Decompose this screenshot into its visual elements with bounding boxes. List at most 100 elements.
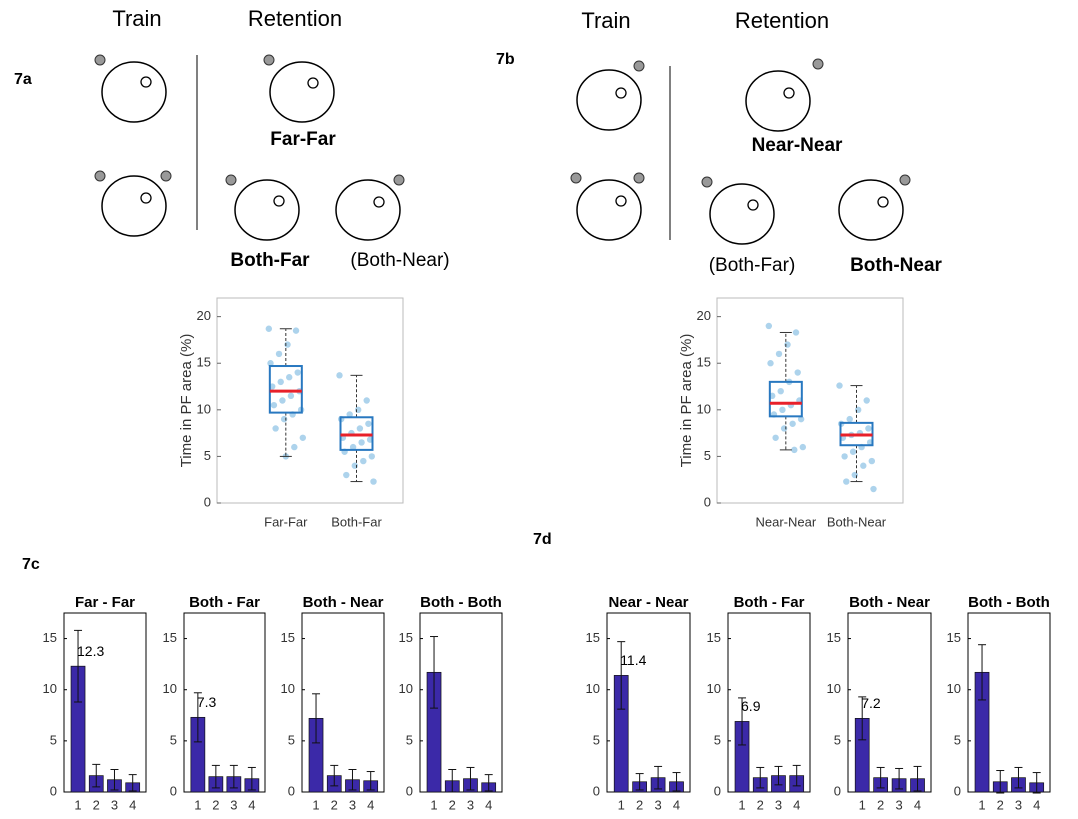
plot-frame — [183, 612, 266, 793]
platform — [273, 195, 285, 207]
data-point — [277, 378, 284, 386]
arena — [745, 70, 811, 132]
y-tick-label: 10 — [197, 401, 211, 416]
y-tick-label: 15 — [827, 630, 841, 645]
plot-frame — [301, 612, 385, 793]
panel-label: 7b — [496, 51, 515, 68]
y-tick-label: 0 — [714, 783, 721, 798]
data-point — [767, 360, 774, 367]
y-tick-label: 10 — [827, 681, 841, 696]
data-point — [351, 462, 358, 469]
chart-title: Both - Near — [303, 594, 384, 611]
schematic: Train Retention Far-Far Both-Far (Both-N… — [94, 6, 450, 271]
y-tick-label: 5 — [406, 732, 413, 747]
y-tick-label: 10 — [586, 681, 600, 696]
panel-label: 7a — [14, 71, 32, 88]
data-point — [280, 415, 288, 423]
x-tick-label: 3 — [654, 797, 661, 812]
y-tick-label: 0 — [406, 783, 413, 798]
data-point — [270, 401, 278, 409]
y-tick-label: 5 — [170, 732, 177, 747]
data-point — [275, 350, 283, 358]
chart-title: Both - Far — [189, 594, 260, 611]
cue — [94, 170, 106, 182]
platform — [747, 199, 759, 211]
retention-label: Retention — [248, 6, 342, 31]
condition-label: (Both-Far) — [709, 255, 796, 276]
x-tick-label: 4 — [485, 797, 492, 812]
data-point — [355, 406, 362, 414]
data-point — [356, 425, 364, 432]
panel-label: 7d — [533, 531, 552, 548]
data-point — [846, 415, 853, 423]
data-point — [779, 406, 786, 414]
x-tick-label: 4 — [129, 797, 136, 812]
box — [768, 380, 803, 418]
condition-label: Far-Far — [270, 129, 336, 150]
data-point — [777, 387, 784, 395]
y-tick-label: 5 — [834, 732, 841, 747]
x-tick-label: 2 — [877, 797, 884, 812]
plot-frame — [216, 297, 404, 504]
x-tick-label: 2 — [331, 797, 338, 812]
data-point — [279, 397, 286, 404]
y-tick-label: 15 — [947, 630, 961, 645]
data-point — [865, 425, 872, 432]
data-point — [799, 443, 807, 451]
y-tick-label: 15 — [697, 355, 711, 370]
data-point — [360, 457, 367, 465]
data-point — [294, 369, 301, 376]
data-point — [870, 485, 877, 493]
cue — [633, 60, 645, 72]
platform — [615, 195, 627, 207]
x-tick-label: 1 — [859, 797, 866, 812]
cue — [263, 54, 275, 66]
platform — [615, 87, 627, 99]
y-tick-label: 10 — [697, 401, 711, 416]
plot-frame — [847, 612, 932, 793]
arena — [234, 179, 300, 241]
y-tick-label: 0 — [704, 494, 711, 509]
y-tick-label: 5 — [954, 732, 961, 747]
y-tick-label: 15 — [399, 630, 413, 645]
data-point — [794, 369, 801, 376]
data-point — [791, 446, 798, 454]
data-point — [363, 397, 370, 404]
y-tick-label: 5 — [50, 732, 57, 747]
data-point — [284, 341, 291, 348]
arena — [269, 61, 335, 123]
data-point — [287, 392, 295, 400]
chart-title: Both - Far — [734, 594, 805, 611]
data-point — [855, 406, 862, 414]
y-tick-label: 10 — [163, 681, 177, 696]
data-point — [775, 350, 783, 358]
value-label: 7.2 — [861, 695, 881, 711]
x-tick-label: 1 — [74, 797, 81, 812]
cue — [160, 170, 172, 182]
data-point — [772, 434, 779, 441]
y-tick-label: 0 — [204, 494, 211, 509]
platform — [877, 196, 889, 208]
plot-frame — [606, 612, 691, 793]
cue — [701, 176, 713, 188]
x-tick-label: 4 — [793, 797, 800, 812]
condition-label: Both-Far — [230, 250, 310, 271]
cue — [812, 58, 824, 70]
arena — [709, 183, 775, 245]
chart-title: Both - Both — [420, 594, 502, 611]
x-tick-label: 3 — [775, 797, 782, 812]
x-tick-label: 2 — [636, 797, 643, 812]
y-tick-label: 15 — [707, 630, 721, 645]
y-tick-label: 5 — [593, 732, 600, 747]
data-point — [797, 415, 805, 423]
y-tick-label: 0 — [50, 783, 57, 798]
y-tick-label: 0 — [954, 783, 961, 798]
train-label: Train — [581, 8, 630, 33]
y-tick-label: 15 — [586, 630, 600, 645]
data-point — [272, 425, 279, 432]
data-point — [286, 374, 293, 381]
data-point — [868, 457, 875, 465]
data-point — [841, 453, 848, 460]
cue — [94, 54, 106, 66]
box — [268, 365, 303, 414]
